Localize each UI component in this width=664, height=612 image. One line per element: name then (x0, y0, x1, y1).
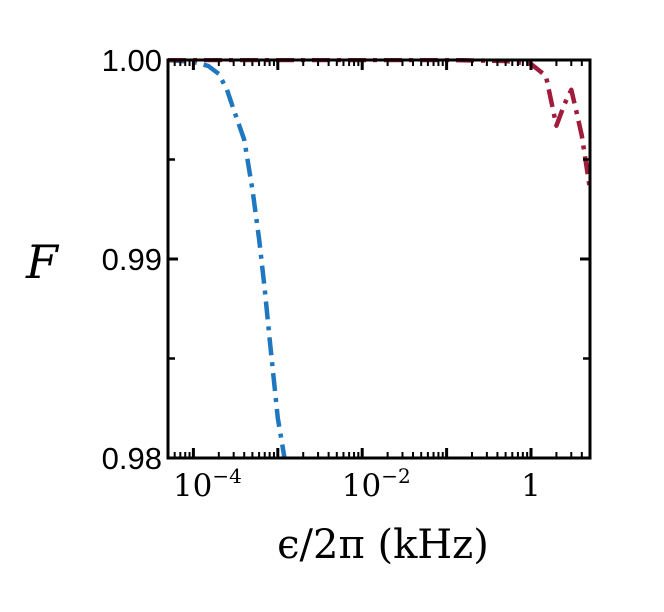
x-tick-label-0: 10−4 (173, 464, 242, 504)
x-tick-label-1: 10−2 (342, 464, 411, 504)
y-tick-label-1: 0.99 (102, 242, 162, 277)
y-axis-label: F (25, 235, 60, 289)
series-line-0 (168, 58, 287, 458)
y-tick-label-0: 0.98 (102, 441, 162, 476)
tick-layer: 0.98 0.99 1.00 10−4 10−2 1 (102, 43, 591, 504)
y-tick-label-2: 1.00 (102, 43, 162, 78)
series-layer (168, 58, 590, 458)
x-axis-label: ϵ/2π (kHz) (277, 522, 489, 568)
plot-frame (166, 58, 592, 460)
x-tick-label-2: 1 (521, 468, 541, 504)
series-line-1 (168, 58, 590, 190)
